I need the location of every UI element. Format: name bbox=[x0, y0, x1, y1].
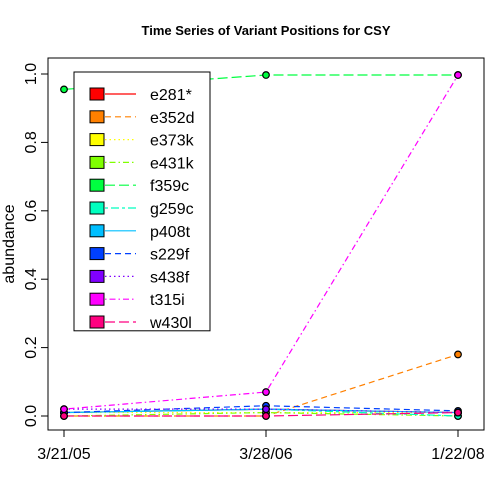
x-tick-label: 3/21/05 bbox=[37, 446, 90, 463]
legend-label: e352d bbox=[150, 110, 195, 127]
legend-label: e431k bbox=[150, 155, 195, 172]
y-axis: 0.0 0.2 0.4 0.6 0.8 1.0 bbox=[23, 63, 49, 427]
legend-swatch bbox=[89, 133, 105, 147]
legend-label: s438f bbox=[150, 269, 190, 286]
legend-swatch bbox=[89, 247, 105, 261]
legend-swatch bbox=[89, 155, 105, 169]
legend-swatch bbox=[89, 110, 105, 124]
legend-swatch bbox=[89, 178, 105, 192]
legend-label: g259c bbox=[150, 201, 194, 218]
data-point bbox=[262, 412, 270, 420]
legend-label: f359c bbox=[150, 178, 189, 195]
x-tick-label: 3/28/06 bbox=[239, 446, 292, 463]
data-point bbox=[262, 71, 270, 79]
y-tick-label: 0.0 bbox=[23, 405, 40, 427]
legend-swatch bbox=[89, 87, 105, 101]
y-tick-label: 0.8 bbox=[23, 131, 40, 153]
legend-swatch bbox=[89, 269, 105, 283]
legend-swatch bbox=[89, 292, 105, 306]
data-point bbox=[60, 85, 68, 94]
x-axis: 3/21/05 3/28/06 1/22/08 bbox=[37, 429, 485, 463]
legend-label: p408t bbox=[150, 224, 191, 241]
y-tick-label: 0.2 bbox=[23, 336, 40, 358]
y-axis-title: abundance bbox=[1, 204, 18, 283]
data-point bbox=[60, 405, 68, 414]
chart-title: Time Series of Variant Positions for CSY bbox=[142, 23, 391, 38]
legend-swatch bbox=[89, 224, 105, 238]
data-point bbox=[454, 350, 462, 359]
data-point bbox=[454, 71, 462, 79]
series-line-e431k bbox=[63, 411, 459, 417]
legend-label: e281* bbox=[150, 87, 192, 104]
y-tick-label: 1.0 bbox=[23, 63, 40, 85]
series-line-e352d bbox=[64, 353, 459, 417]
legend-swatch bbox=[89, 201, 105, 215]
y-tick-label: 0.6 bbox=[23, 200, 40, 222]
legend-label: e373k bbox=[150, 133, 195, 150]
legend-label: w430l bbox=[149, 315, 192, 332]
y-tick-label: 0.4 bbox=[23, 268, 40, 290]
legend-label: s229f bbox=[150, 247, 190, 264]
legend-label: t315i bbox=[150, 292, 185, 309]
data-point bbox=[454, 408, 462, 417]
data-point bbox=[60, 412, 68, 420]
series-layer bbox=[60, 71, 462, 420]
data-point bbox=[262, 405, 270, 414]
data-point bbox=[262, 388, 270, 396]
x-tick-label: 1/22/08 bbox=[431, 446, 484, 463]
legend: e281* e352d e373k e431k f359c g259c p408t s229f… bbox=[73, 71, 211, 332]
legend-swatch bbox=[89, 315, 105, 329]
